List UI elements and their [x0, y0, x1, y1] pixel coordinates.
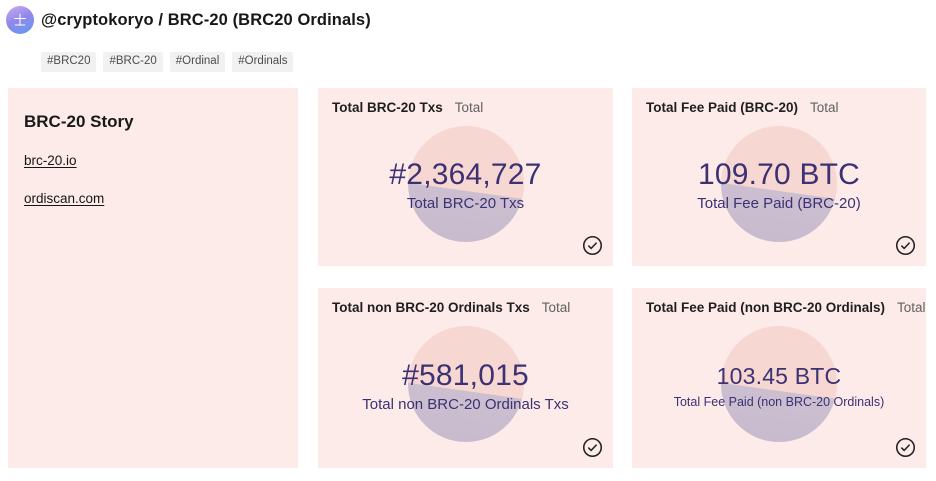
check-circle-icon: [895, 437, 916, 458]
counter-subtitle: Total Fee Paid (BRC-20): [697, 195, 861, 213]
card-title: Total Fee Paid (BRC-20): [646, 100, 799, 115]
counter-subtitle: Total Fee Paid (non BRC-20 Ordinals): [673, 394, 885, 409]
tag-brc-20[interactable]: #BRC-20: [103, 52, 163, 72]
counter-card-total-brc20-txs: Total BRC-20 Txs Total #2,364,727 Total …: [318, 88, 613, 266]
card-counter: 103.45 BTC Total Fee Paid (non BRC-20 Or…: [632, 288, 926, 468]
counter-subtitle: Total BRC-20 Txs: [406, 195, 525, 213]
card-counter: #2,364,727 Total BRC-20 Txs: [318, 88, 613, 266]
avatar-glyph-icon: 士: [13, 12, 27, 28]
watermark-circle: [721, 326, 837, 442]
card-title: Total BRC-20 Txs: [332, 100, 443, 115]
story-panel: BRC-20 Story brc-20.io ordiscan.com: [8, 88, 298, 468]
card-counter: 109.70 BTC Total Fee Paid (BRC-20): [632, 88, 926, 266]
card-period-label: Total: [810, 100, 839, 115]
watermark-circle: [407, 326, 524, 442]
card-header: Total Fee Paid (non BRC-20 Ordinals) Tot…: [646, 300, 926, 315]
counter-value: 103.45 BTC: [716, 363, 842, 390]
counter-card-total-non-brc20-ordinals-txs: Total non BRC-20 Ordinals Txs Total #581…: [318, 288, 613, 468]
tag-list: #BRC20 #BRC-20 #Ordinal #Ordinals: [41, 52, 294, 72]
check-circle-icon: [582, 235, 603, 256]
card-header: Total BRC-20 Txs Total: [332, 100, 599, 115]
avatar[interactable]: 士: [6, 6, 34, 34]
counter-value: #2,364,727: [389, 157, 542, 191]
counter-value: #581,015: [402, 358, 529, 392]
tag-ordinals[interactable]: #Ordinals: [232, 52, 294, 72]
counter-subtitle: Total non BRC-20 Ordinals Txs: [362, 396, 569, 414]
card-period-label: Total: [541, 300, 571, 315]
card-counter: #581,015 Total non BRC-20 Ordinals Txs: [318, 288, 613, 468]
watermark-circle: [721, 126, 837, 242]
card-period-label: Total: [897, 300, 926, 315]
card-title: Total Fee Paid (non BRC-20 Ordinals): [646, 300, 886, 315]
story-panel-title: BRC-20 Story: [24, 112, 134, 131]
link-ordiscan-com[interactable]: ordiscan.com: [24, 191, 105, 206]
counter-card-total-fee-paid-non-brc20-ordinals: Total Fee Paid (non BRC-20 Ordinals) Tot…: [632, 288, 926, 468]
check-circle-icon: [895, 235, 916, 256]
page-title[interactable]: @cryptokoryo / BRC-20 (BRC20 Ordinals): [41, 11, 371, 29]
link-brc-20-io[interactable]: brc-20.io: [24, 153, 77, 168]
counter-card-total-fee-paid-brc20: Total Fee Paid (BRC-20) Total 109.70 BTC…: [632, 88, 926, 266]
tag-brc20[interactable]: #BRC20: [41, 52, 97, 72]
tag-ordinal[interactable]: #Ordinal: [169, 52, 226, 72]
card-title: Total non BRC-20 Ordinals Txs: [332, 300, 530, 315]
card-period-label: Total: [454, 100, 484, 115]
watermark-circle: [407, 126, 524, 242]
check-circle-icon: [582, 437, 603, 458]
card-header: Total Fee Paid (BRC-20) Total: [646, 100, 912, 115]
card-header: Total non BRC-20 Ordinals Txs Total: [332, 300, 599, 315]
counter-value: 109.70 BTC: [697, 157, 861, 191]
